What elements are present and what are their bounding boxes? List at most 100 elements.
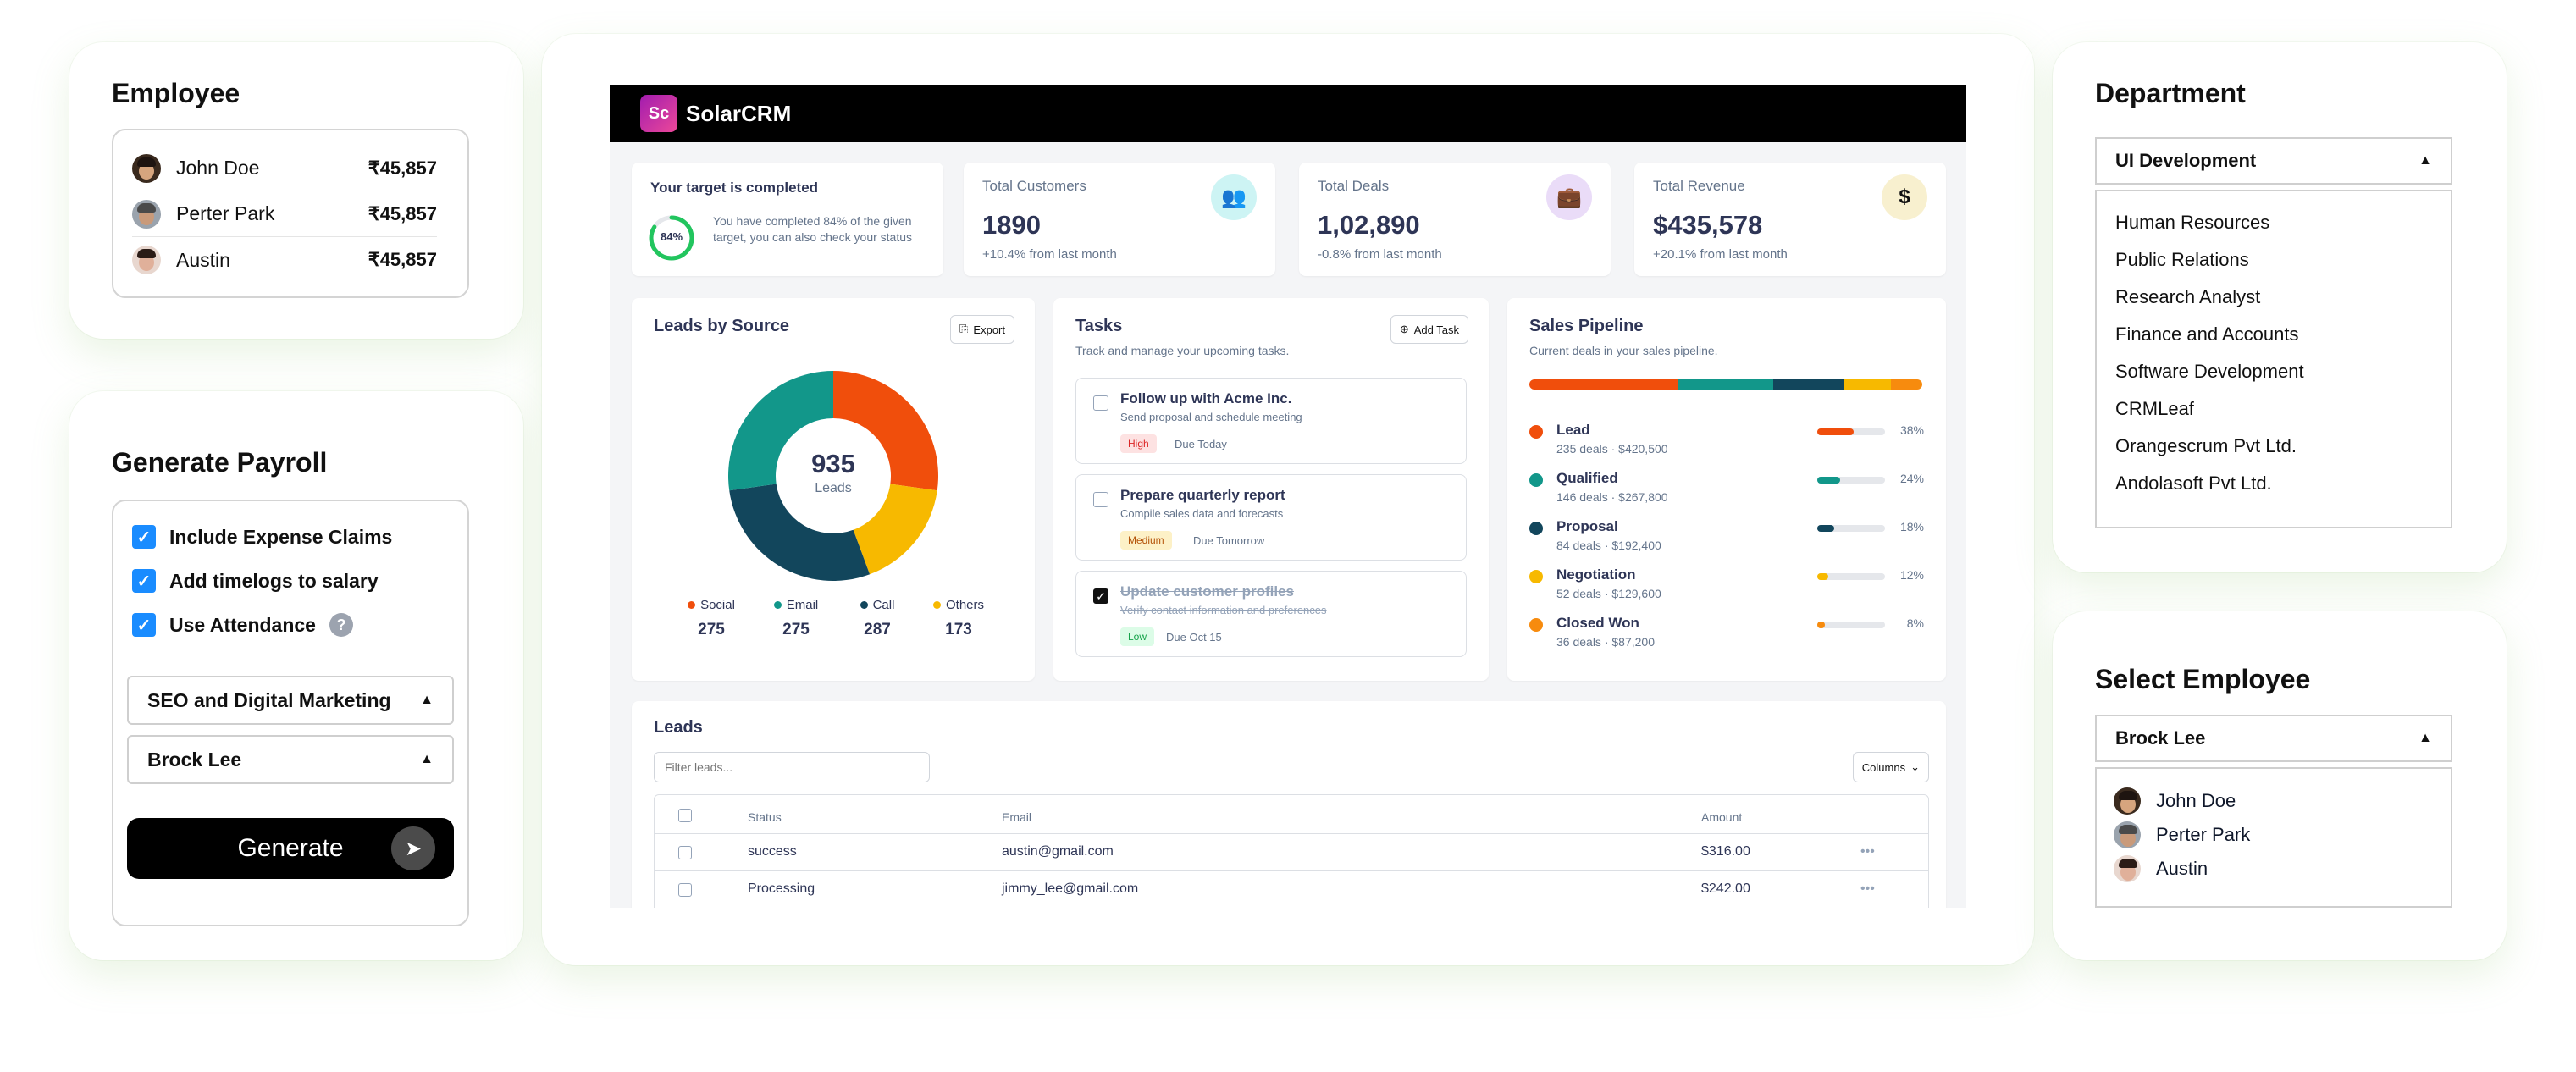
logo[interactable]: Sc [640,95,677,132]
stacked-segment-proposal [1772,379,1844,390]
target-title: Your target is completed [650,180,819,196]
task-checkbox-checked[interactable]: ✓ [1093,588,1108,604]
dropdown-option[interactable]: Software Development [2115,361,2304,382]
cell-amount: $316.00 [1701,844,1750,859]
kpi-card-revenue: Total Revenue $435,578 +20.1% from last … [1634,163,1946,276]
row-checkbox[interactable] [678,883,692,897]
employee-dropdown[interactable]: Brock Lee ▲ [2095,715,2452,762]
tasks-card: Tasks Track and manage your upcoming tas… [1053,298,1489,681]
avatar [132,199,161,229]
task-due: Due Today [1175,438,1227,450]
legend-item-others: Others 173 [916,598,1001,639]
checkbox-checked-icon[interactable]: ✓ [132,569,156,593]
send-icon: ➤ [391,826,435,870]
add-task-button[interactable]: ⊕ Add Task [1390,315,1468,344]
columns-button[interactable]: Columns ⌄ [1852,752,1929,782]
stage-name: Proposal [1556,518,1618,534]
dropdown-option[interactable]: Andolasoft Pvt Ltd. [2115,472,2272,494]
task-item[interactable]: Prepare quarterly report Compile sales d… [1075,474,1467,561]
employee-row[interactable]: John Doe ₹45,857 [132,146,437,191]
more-icon[interactable]: ••• [1860,844,1875,859]
employee-row[interactable]: Austin ₹45,857 [132,237,437,283]
filter-leads-input[interactable] [654,752,930,782]
stage-progress-fill [1817,525,1835,532]
employee-list: John Doe ₹45,857 Perter Park ₹45,857 Aus… [112,129,469,298]
pipeline-stage-lead[interactable]: Lead 235 deals · $420,500 38% [1529,418,1924,464]
option-timelogs[interactable]: ✓ Add timelogs to salary [132,569,379,593]
legend-item-call: Call 287 [835,598,920,639]
pipeline-stage-proposal[interactable]: Proposal 84 deals · $192,400 18% [1529,515,1924,561]
dropdown-option[interactable]: Research Analyst [2115,286,2261,307]
donut-slice-email[interactable] [728,371,833,491]
row-checkbox[interactable] [678,846,692,859]
pipeline-stage-negotiation[interactable]: Negotiation 52 deals · $129,600 12% [1529,563,1924,609]
leads-table-card: Leads Columns ⌄ Status Email Amount succ… [632,701,1946,908]
employee-name: Perter Park [176,202,275,224]
leads-table: Status Email Amount success austin@gmail… [654,794,1929,908]
header-amount[interactable]: Amount [1701,810,1743,824]
task-subtitle: Verify contact information and preferenc… [1120,604,1327,616]
caret-up-icon: ▲ [2418,731,2432,745]
export-button[interactable]: ⎘ Export [950,315,1014,344]
cell-email: austin@gmail.com [1002,844,1114,859]
dropdown-option[interactable]: Human Resources [2115,212,2270,233]
employee-option[interactable]: Perter Park [2114,821,2250,848]
dropdown-option[interactable]: Finance and Accounts [2115,323,2299,345]
donut-slice-social[interactable] [833,371,938,491]
employee-row[interactable]: Perter Park ₹45,857 [132,191,437,237]
employee-options: John Doe Perter Park Austin [2095,767,2452,908]
sales-pipeline-card: Sales Pipeline Current deals in your sal… [1507,298,1946,681]
legend-dot [860,601,868,609]
option-expense-claims[interactable]: ✓ Include Expense Claims [132,525,392,549]
pipeline-stacked-bar [1529,379,1922,390]
dashboard: Sc SolarCRM Your target is completed 84%… [610,85,1966,908]
checkbox-checked-icon[interactable]: ✓ [132,613,156,637]
option-label: Austin [2156,858,2208,879]
select-employee-title: Select Employee [2095,664,2311,694]
dropdown-option[interactable]: CRMLeaf [2115,398,2194,419]
more-icon[interactable]: ••• [1860,881,1875,896]
legend-dot [932,601,941,609]
dropdown-option[interactable]: Public Relations [2115,249,2249,270]
dropdown-option[interactable]: Orangescrum Pvt Ltd. [2115,435,2297,456]
task-item[interactable]: ✓ Update customer profiles Verify contac… [1075,571,1467,657]
header-email[interactable]: Email [1002,810,1032,824]
table-row[interactable]: Processing jimmy_lee@gmail.com $242.00 •… [655,871,1928,908]
stage-dot [1529,425,1543,439]
stage-progress-fill [1817,428,1854,435]
task-title: Update customer profiles [1120,583,1294,600]
employee-select[interactable]: Brock Lee ▲ [127,735,454,784]
stage-summary: 52 deals · $129,600 [1556,587,1661,600]
top-bar: Sc SolarCRM [610,85,1966,142]
employee-option[interactable]: Austin [2114,855,2208,882]
generate-button[interactable]: Generate ➤ [127,818,454,879]
option-label: Perter Park [2156,824,2251,845]
checkbox-checked-icon[interactable]: ✓ [132,525,156,549]
option-attendance[interactable]: ✓ Use Attendance ? [132,613,353,637]
avatar [2114,787,2141,815]
stage-percent: 8% [1906,616,1924,630]
legend-label: Social [669,598,754,612]
task-checkbox[interactable] [1093,395,1108,411]
chart-title: Leads by Source [654,317,790,335]
header-status[interactable]: Status [748,810,782,824]
select-all-checkbox[interactable] [678,809,692,822]
dropdown-value: Brock Lee [2115,727,2206,749]
legend-value: 173 [945,621,972,638]
task-checkbox[interactable] [1093,492,1108,507]
employee-option[interactable]: John Doe [2114,787,2236,815]
legend-dot [773,601,782,609]
cell-status: Processing [748,881,815,896]
pipeline-stage-qualified[interactable]: Qualified 146 deals · $267,800 24% [1529,467,1924,512]
donut-slice-others[interactable] [853,484,937,575]
donut-slice-call[interactable] [729,484,871,581]
table-header: Status Email Amount [655,795,1928,834]
task-item[interactable]: Follow up with Acme Inc. Send proposal a… [1075,378,1467,464]
department-dropdown[interactable]: UI Development ▲ [2095,137,2452,185]
help-icon[interactable]: ? [329,613,353,637]
priority-badge: Low [1120,627,1155,646]
pipeline-subtitle: Current deals in your sales pipeline. [1529,344,1718,357]
table-row[interactable]: success austin@gmail.com $316.00 ••• [655,834,1928,871]
department-select[interactable]: SEO and Digital Marketing ▲ [127,676,454,725]
pipeline-stage-closed-won[interactable]: Closed Won 36 deals · $87,200 8% [1529,611,1924,657]
